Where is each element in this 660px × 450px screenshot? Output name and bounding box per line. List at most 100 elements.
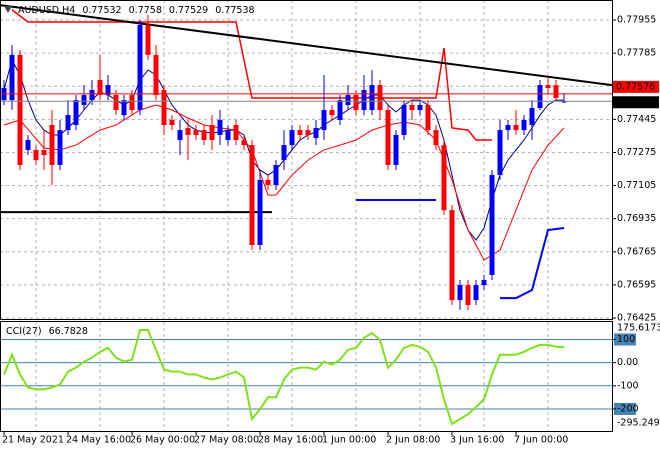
candle-body [65,115,71,131]
candle-body [81,95,87,105]
candle-body [529,108,535,126]
y-tick-label: 0.77105 [617,180,656,191]
candle-body [225,130,231,141]
candle-body [345,95,351,105]
candle-body [41,149,47,156]
cci-value: 66.7828 [49,326,88,337]
candle-body [329,110,335,116]
candle-body [89,89,95,101]
candle-body [417,104,423,111]
candle-body [105,85,111,96]
cci-tick-label: -200 [617,403,639,414]
x-tick-label: 27 May 08:00 [194,435,259,446]
cci-frame [0,321,613,432]
cci-pane [0,329,612,426]
candle-body [449,210,455,301]
candle-body [145,24,151,55]
candle-body [121,100,127,116]
candle-body [233,125,239,141]
candle-body [393,134,399,165]
candle-body [49,125,55,165]
candle-body [137,24,143,111]
candle-body [241,140,247,146]
candle-body [433,130,439,146]
y-tick-label: 0.76595 [617,279,656,290]
cci-tick-label: 0.00 [617,357,638,368]
candle-body [73,100,79,126]
candle-body [457,285,463,301]
x-tick-label: 3 Jun 16:00 [450,435,504,446]
low-value: 0.77529 [169,5,208,16]
candle-body [33,149,39,161]
price-label-box [613,80,659,93]
candle-body [561,101,567,103]
cci-max-label: 175.6173 [617,323,660,334]
candle-body [481,280,487,286]
x-tick-label: 26 May 00:00 [130,435,195,446]
candle-body [553,85,559,98]
candle-body [401,104,407,135]
cci-level-box [614,402,636,415]
candle-body [161,89,167,126]
candle-body [9,54,15,101]
candle-body [377,85,383,111]
y-tick-label: 0.76935 [617,213,656,224]
candle-body [497,130,503,176]
candle-body [513,125,519,131]
candle-body [369,85,375,111]
candle-body [409,104,415,111]
y-tick-label: 0.76425 [617,313,656,324]
indicator-line [3,104,565,261]
y-tick-label: 0.77445 [617,114,656,125]
price-label: 0.77538 [616,97,655,108]
cci-min-label: -295.2492 [617,418,660,429]
x-tick-label: 24 May 16:00 [66,435,131,446]
chart-header: AUDUSD,H4 0.77532 0.7758 0.77529 0.77538 [18,5,255,16]
candle-body [201,130,207,141]
candle-body [273,164,279,185]
candle-body [281,145,287,161]
x-tick-label: 1 Jun 00:00 [322,435,376,446]
candle-body [305,130,311,135]
candle-body [185,127,191,135]
high-value: 0.7758 [129,5,162,16]
indicator-line [356,199,565,300]
candle-body [129,95,135,111]
candle-body [113,95,119,111]
candle-body [545,85,551,89]
y-tick-label: 0.77275 [617,147,656,158]
candle-body [169,119,175,126]
candle-body [257,179,263,245]
candle-body [353,95,359,111]
open-value: 0.77532 [82,5,121,16]
axis-layer: 0.779550.777850.776150.774450.772750.771… [2,15,660,446]
grid-layer [0,0,612,431]
price-pane [0,4,612,311]
candle-body [289,130,295,146]
cci-level-box [614,333,636,346]
candle-body [521,119,527,131]
x-tick-label: 28 May 16:00 [258,435,323,446]
candle-body [193,130,199,135]
price-label-box [613,96,659,109]
y-tick-label: 0.76765 [617,246,656,257]
price-frame [0,0,613,320]
cci-line [3,329,565,426]
candle-body [337,100,343,120]
y-tick-label: 0.77785 [617,48,656,59]
x-tick-label: 21 May 2021 [2,435,64,446]
indicator-line [0,4,612,87]
candle-body [177,130,183,141]
candle-body [537,85,543,109]
candle-body [489,175,495,275]
cci-name: CCI(27) [6,326,42,337]
candle-body [25,140,31,150]
price-label: 0.77576 [616,81,655,92]
candle-body [97,80,103,96]
candle-body [473,285,479,301]
candle-body [313,127,319,139]
candle-body [209,125,215,141]
candle-body [505,125,511,131]
